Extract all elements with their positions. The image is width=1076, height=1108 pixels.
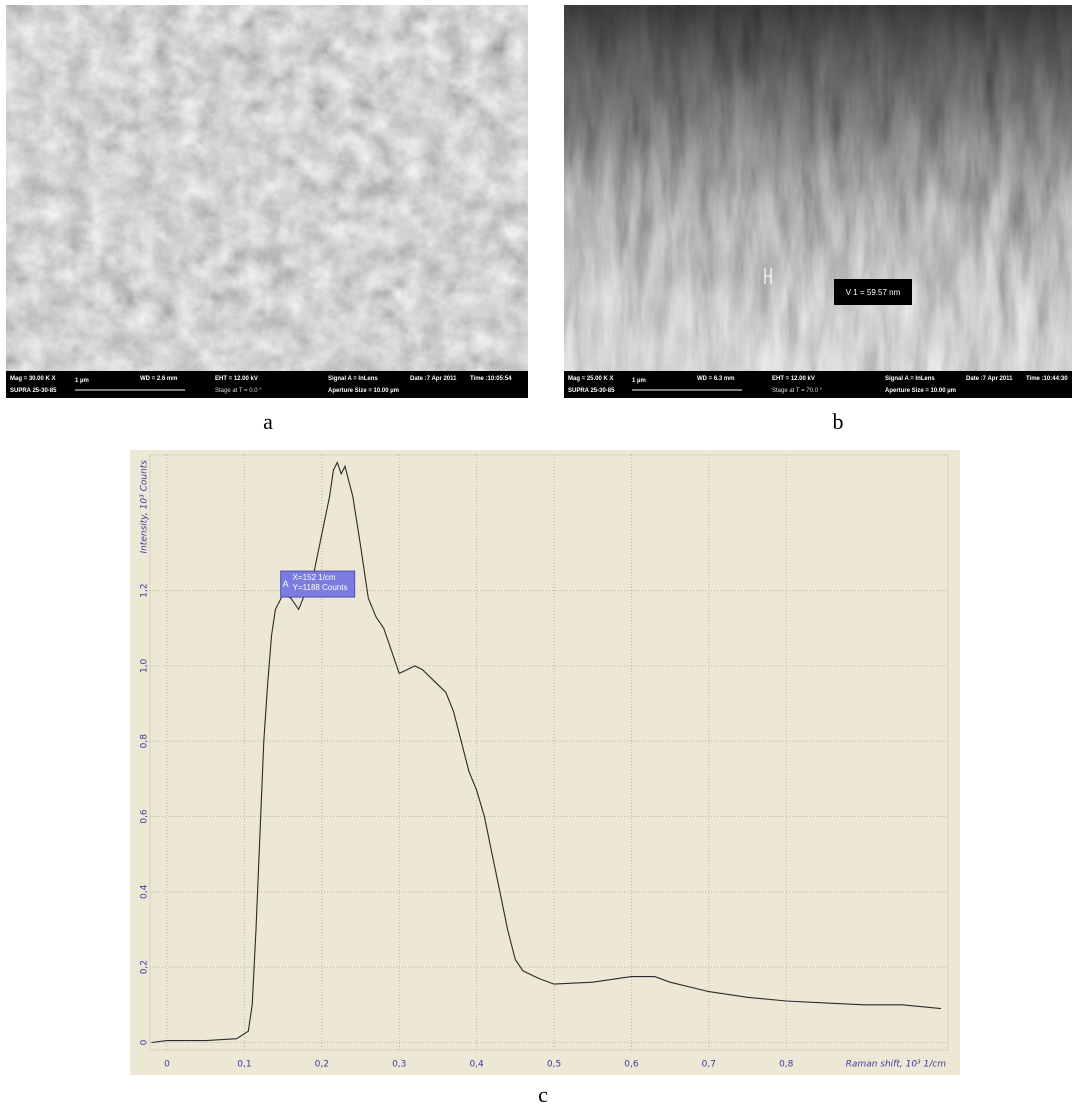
- status-bar: [6, 371, 528, 398]
- x-tick-label: 0,1: [237, 1060, 251, 1070]
- signal: Signal A = InLens: [328, 376, 378, 382]
- measurement: V 1 = 59.57 nm: [846, 288, 901, 297]
- mag: Mag = 25.00 K X: [568, 376, 614, 382]
- x-tick-label: 0,7: [702, 1060, 716, 1070]
- x-tick-label: 0: [164, 1060, 170, 1070]
- date: Date :7 Apr 2011: [410, 376, 457, 382]
- mag: Mag = 30.00 K X: [10, 376, 56, 382]
- x-tick-label: 0,6: [624, 1060, 639, 1070]
- x-axis-label: Raman shift, 10³ 1/cm: [846, 1060, 947, 1070]
- signal: Signal A = InLens: [885, 376, 935, 382]
- x-tick-label: 0,5: [547, 1060, 561, 1070]
- wd: WD = 6.3 mm: [697, 376, 735, 382]
- eht: EHT = 12.00 kV: [215, 376, 258, 382]
- x-tick-label: 0,4: [469, 1060, 484, 1070]
- time: Time :10:44:30: [1026, 376, 1068, 382]
- plot-frame: [149, 454, 949, 1051]
- annotation-x: X=152 1/cm: [293, 573, 336, 582]
- panel-label: b: [833, 409, 844, 434]
- wd: WD = 2.6 mm: [140, 376, 178, 382]
- y-tick-label: 0,4: [140, 884, 150, 899]
- time: Time :10:05:54: [470, 376, 512, 382]
- x-tick-label: 0,8: [779, 1060, 794, 1070]
- y-tick-label: 0,2: [140, 960, 150, 974]
- sem-image-b: V 1 = 59.57 nm Mag = 25.00 K X SUPRA 25-…: [564, 5, 1072, 398]
- stage: Stage at T = 0.0 °: [215, 388, 262, 394]
- chart-background: [130, 450, 960, 1075]
- annotation-box: [280, 570, 356, 598]
- y-tick-label: 1,0: [140, 658, 150, 673]
- annotation-y: Y=1188 Counts: [293, 583, 348, 592]
- sem-texture: [6, 5, 528, 371]
- y-axis-label: Intensity, 10³ Counts: [140, 460, 150, 554]
- y-tick-label: 0: [140, 1039, 150, 1045]
- measure-marker: [764, 268, 772, 284]
- sem-image-a: Mag = 30.00 K X SUPRA 25-30-85 1 µm WD =…: [6, 5, 528, 398]
- instrument: SUPRA 25-30-85: [10, 388, 57, 394]
- x-tick-label: 0,2: [315, 1060, 329, 1070]
- y-tick-label: 1,2: [140, 583, 150, 597]
- eht: EHT = 12.00 kV: [772, 376, 815, 382]
- panel-label: a: [263, 409, 273, 434]
- sem-shading: [564, 5, 1072, 371]
- aperture: Aperture Size = 10.00 µm: [328, 388, 399, 394]
- aperture: Aperture Size = 10.00 µm: [885, 388, 956, 394]
- annotation-marker: A: [283, 579, 289, 589]
- scale: 1 µm: [75, 378, 89, 384]
- y-tick-label: 0,6: [140, 809, 150, 824]
- scale: 1 µm: [632, 378, 646, 384]
- status-bar: [564, 371, 1072, 398]
- measure-box: [834, 279, 912, 305]
- y-tick-label: 0,8: [140, 734, 150, 749]
- spectrum-line: [151, 461, 942, 1044]
- panel-label: c: [538, 1082, 548, 1107]
- instrument: SUPRA 25-30-85: [568, 388, 615, 394]
- x-tick-label: 0,3: [392, 1060, 406, 1070]
- stage: Stage at T = 70.0 °: [772, 388, 823, 394]
- date: Date :7 Apr 2011: [966, 376, 1013, 382]
